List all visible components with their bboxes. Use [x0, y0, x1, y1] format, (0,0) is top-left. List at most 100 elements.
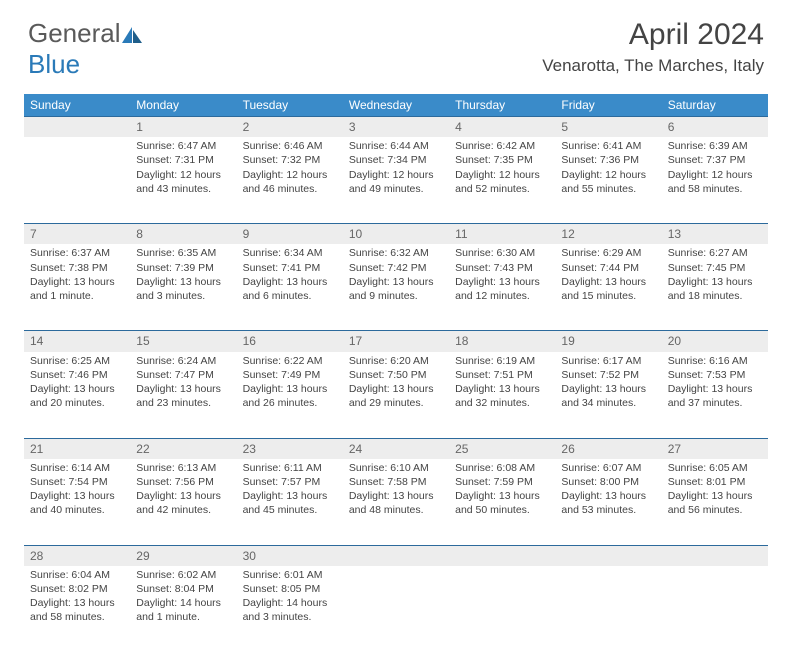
day-cell [555, 566, 661, 652]
daylight-text: Daylight: 12 hours and 52 minutes. [455, 168, 549, 196]
sunset-text: Sunset: 7:47 PM [136, 368, 230, 382]
day-cell: Sunrise: 6:11 AMSunset: 7:57 PMDaylight:… [237, 459, 343, 545]
daynum-row: 14151617181920 [24, 330, 768, 351]
daynum-cell: 26 [555, 438, 661, 459]
day-cell: Sunrise: 6:13 AMSunset: 7:56 PMDaylight:… [130, 459, 236, 545]
day-content: Sunrise: 6:34 AMSunset: 7:41 PMDaylight:… [237, 244, 343, 309]
sunset-text: Sunset: 7:38 PM [30, 261, 124, 275]
sunrise-text: Sunrise: 6:01 AM [243, 568, 337, 582]
sunset-text: Sunset: 8:02 PM [30, 582, 124, 596]
day-cell: Sunrise: 6:08 AMSunset: 7:59 PMDaylight:… [449, 459, 555, 545]
sunset-text: Sunset: 8:05 PM [243, 582, 337, 596]
sunset-text: Sunset: 7:32 PM [243, 153, 337, 167]
day-cell: Sunrise: 6:47 AMSunset: 7:31 PMDaylight:… [130, 137, 236, 223]
day-cell: Sunrise: 6:42 AMSunset: 7:35 PMDaylight:… [449, 137, 555, 223]
daylight-text: Daylight: 13 hours and 23 minutes. [136, 382, 230, 410]
weekday-header: Monday [130, 94, 236, 116]
day-number: 16 [237, 330, 343, 351]
day-content: Sunrise: 6:42 AMSunset: 7:35 PMDaylight:… [449, 137, 555, 202]
day-content: Sunrise: 6:20 AMSunset: 7:50 PMDaylight:… [343, 352, 449, 417]
sunset-text: Sunset: 7:44 PM [561, 261, 655, 275]
day-number: 1 [130, 116, 236, 137]
content-row: Sunrise: 6:04 AMSunset: 8:02 PMDaylight:… [24, 566, 768, 652]
sunset-text: Sunset: 7:57 PM [243, 475, 337, 489]
sunrise-text: Sunrise: 6:10 AM [349, 461, 443, 475]
daynum-cell: 12 [555, 223, 661, 244]
day-content: Sunrise: 6:29 AMSunset: 7:44 PMDaylight:… [555, 244, 661, 309]
sail-icon [121, 26, 143, 44]
day-content: Sunrise: 6:08 AMSunset: 7:59 PMDaylight:… [449, 459, 555, 524]
content-row: Sunrise: 6:14 AMSunset: 7:54 PMDaylight:… [24, 459, 768, 545]
day-number [555, 545, 661, 566]
day-cell [449, 566, 555, 652]
daylight-text: Daylight: 12 hours and 55 minutes. [561, 168, 655, 196]
logo: General Blue [28, 18, 143, 80]
sunrise-text: Sunrise: 6:35 AM [136, 246, 230, 260]
sunset-text: Sunset: 7:59 PM [455, 475, 549, 489]
daylight-text: Daylight: 13 hours and 20 minutes. [30, 382, 124, 410]
daynum-row: 123456 [24, 116, 768, 137]
day-number [343, 545, 449, 566]
daynum-row: 78910111213 [24, 223, 768, 244]
logo-word1: General [28, 18, 121, 48]
day-number: 23 [237, 438, 343, 459]
daylight-text: Daylight: 14 hours and 1 minute. [136, 596, 230, 624]
day-content: Sunrise: 6:37 AMSunset: 7:38 PMDaylight:… [24, 244, 130, 309]
day-number: 11 [449, 223, 555, 244]
day-cell: Sunrise: 6:37 AMSunset: 7:38 PMDaylight:… [24, 244, 130, 330]
sunset-text: Sunset: 7:34 PM [349, 153, 443, 167]
sunrise-text: Sunrise: 6:25 AM [30, 354, 124, 368]
day-number: 17 [343, 330, 449, 351]
header: General Blue April 2024 Venarotta, The M… [0, 0, 792, 86]
sunset-text: Sunset: 7:41 PM [243, 261, 337, 275]
day-number: 3 [343, 116, 449, 137]
daylight-text: Daylight: 13 hours and 42 minutes. [136, 489, 230, 517]
daynum-cell: 14 [24, 330, 130, 351]
day-number: 14 [24, 330, 130, 351]
day-number: 20 [662, 330, 768, 351]
title-block: April 2024 Venarotta, The Marches, Italy [542, 18, 764, 76]
day-number: 21 [24, 438, 130, 459]
daynum-cell: 23 [237, 438, 343, 459]
day-content: Sunrise: 6:04 AMSunset: 8:02 PMDaylight:… [24, 566, 130, 631]
sunrise-text: Sunrise: 6:24 AM [136, 354, 230, 368]
sunset-text: Sunset: 7:45 PM [668, 261, 762, 275]
day-number: 19 [555, 330, 661, 351]
day-cell: Sunrise: 6:44 AMSunset: 7:34 PMDaylight:… [343, 137, 449, 223]
sunrise-text: Sunrise: 6:17 AM [561, 354, 655, 368]
day-cell: Sunrise: 6:41 AMSunset: 7:36 PMDaylight:… [555, 137, 661, 223]
day-cell [24, 137, 130, 223]
logo-word2: Blue [28, 49, 80, 79]
sunrise-text: Sunrise: 6:05 AM [668, 461, 762, 475]
day-cell: Sunrise: 6:35 AMSunset: 7:39 PMDaylight:… [130, 244, 236, 330]
day-content: Sunrise: 6:02 AMSunset: 8:04 PMDaylight:… [130, 566, 236, 631]
sunrise-text: Sunrise: 6:32 AM [349, 246, 443, 260]
daynum-cell: 28 [24, 545, 130, 566]
sunset-text: Sunset: 7:49 PM [243, 368, 337, 382]
day-number [449, 545, 555, 566]
daynum-cell: 17 [343, 330, 449, 351]
daynum-cell: 19 [555, 330, 661, 351]
sunrise-text: Sunrise: 6:44 AM [349, 139, 443, 153]
sunset-text: Sunset: 8:00 PM [561, 475, 655, 489]
daynum-row: 282930 [24, 545, 768, 566]
day-content: Sunrise: 6:32 AMSunset: 7:42 PMDaylight:… [343, 244, 449, 309]
daylight-text: Daylight: 13 hours and 26 minutes. [243, 382, 337, 410]
day-number: 5 [555, 116, 661, 137]
day-number: 10 [343, 223, 449, 244]
daynum-cell: 5 [555, 116, 661, 137]
content-row: Sunrise: 6:47 AMSunset: 7:31 PMDaylight:… [24, 137, 768, 223]
daynum-cell: 6 [662, 116, 768, 137]
daylight-text: Daylight: 12 hours and 46 minutes. [243, 168, 337, 196]
sunrise-text: Sunrise: 6:20 AM [349, 354, 443, 368]
daylight-text: Daylight: 13 hours and 53 minutes. [561, 489, 655, 517]
day-content: Sunrise: 6:01 AMSunset: 8:05 PMDaylight:… [237, 566, 343, 631]
sunrise-text: Sunrise: 6:07 AM [561, 461, 655, 475]
sunrise-text: Sunrise: 6:42 AM [455, 139, 549, 153]
daynum-cell: 13 [662, 223, 768, 244]
day-content: Sunrise: 6:16 AMSunset: 7:53 PMDaylight:… [662, 352, 768, 417]
daynum-cell [555, 545, 661, 566]
day-cell: Sunrise: 6:39 AMSunset: 7:37 PMDaylight:… [662, 137, 768, 223]
daylight-text: Daylight: 13 hours and 58 minutes. [30, 596, 124, 624]
day-cell: Sunrise: 6:34 AMSunset: 7:41 PMDaylight:… [237, 244, 343, 330]
